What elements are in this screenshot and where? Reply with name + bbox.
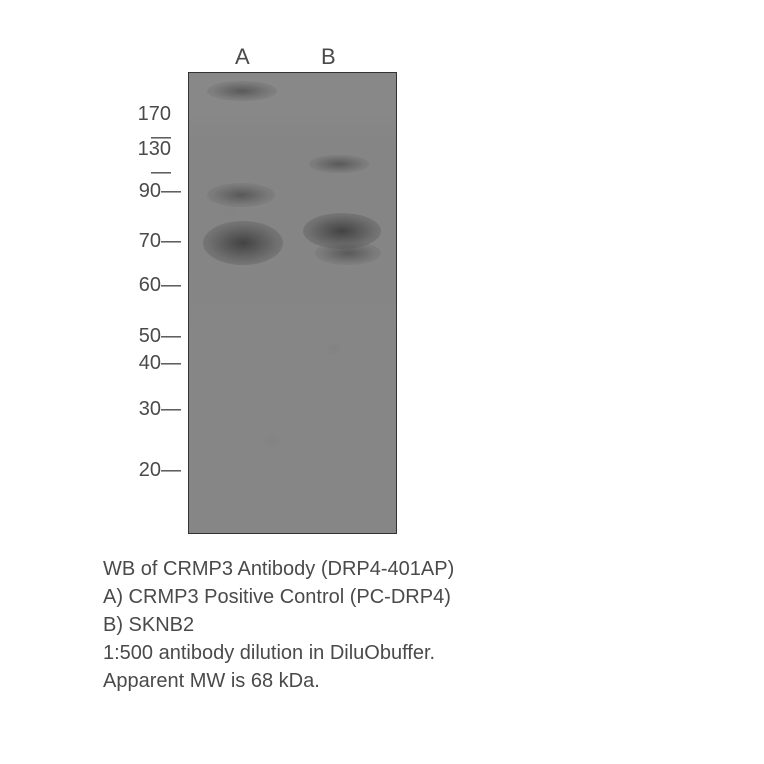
band-top-A xyxy=(207,81,277,101)
band-B-72 xyxy=(315,241,381,265)
lane-label-A: A xyxy=(235,44,250,70)
caption-line-1: WB of CRMP3 Antibody (DRP4-401AP) xyxy=(103,555,454,583)
mw-label-20: 20— xyxy=(131,459,181,482)
blot-noise xyxy=(189,73,396,533)
mw-label-40: 40— xyxy=(131,352,181,375)
mw-label-60: 60— xyxy=(131,274,181,297)
band-B-105 xyxy=(309,155,369,173)
mw-label-70: 70— xyxy=(131,230,181,253)
caption: WB of CRMP3 Antibody (DRP4-401AP) A) CRM… xyxy=(103,555,454,695)
figure-container: A B 170— 130— 90— 70— 60— 50— 40— 30— 20… xyxy=(0,0,764,764)
mw-label-50: 50— xyxy=(131,325,181,348)
blot-background xyxy=(189,73,396,533)
lane-label-B: B xyxy=(321,44,336,70)
band-A-70 xyxy=(203,221,283,265)
caption-line-2: A) CRMP3 Positive Control (PC-DRP4) xyxy=(103,583,454,611)
caption-line-4: 1:500 antibody dilution in DiluObuffer. xyxy=(103,639,454,667)
mw-label-130: 130— xyxy=(121,138,171,184)
caption-line-3: B) SKNB2 xyxy=(103,611,454,639)
mw-label-90: 90— xyxy=(131,180,181,203)
mw-label-30: 30— xyxy=(131,398,181,421)
caption-line-5: Apparent MW is 68 kDa. xyxy=(103,667,454,695)
band-A-90 xyxy=(207,183,275,207)
blot-membrane xyxy=(188,72,397,534)
